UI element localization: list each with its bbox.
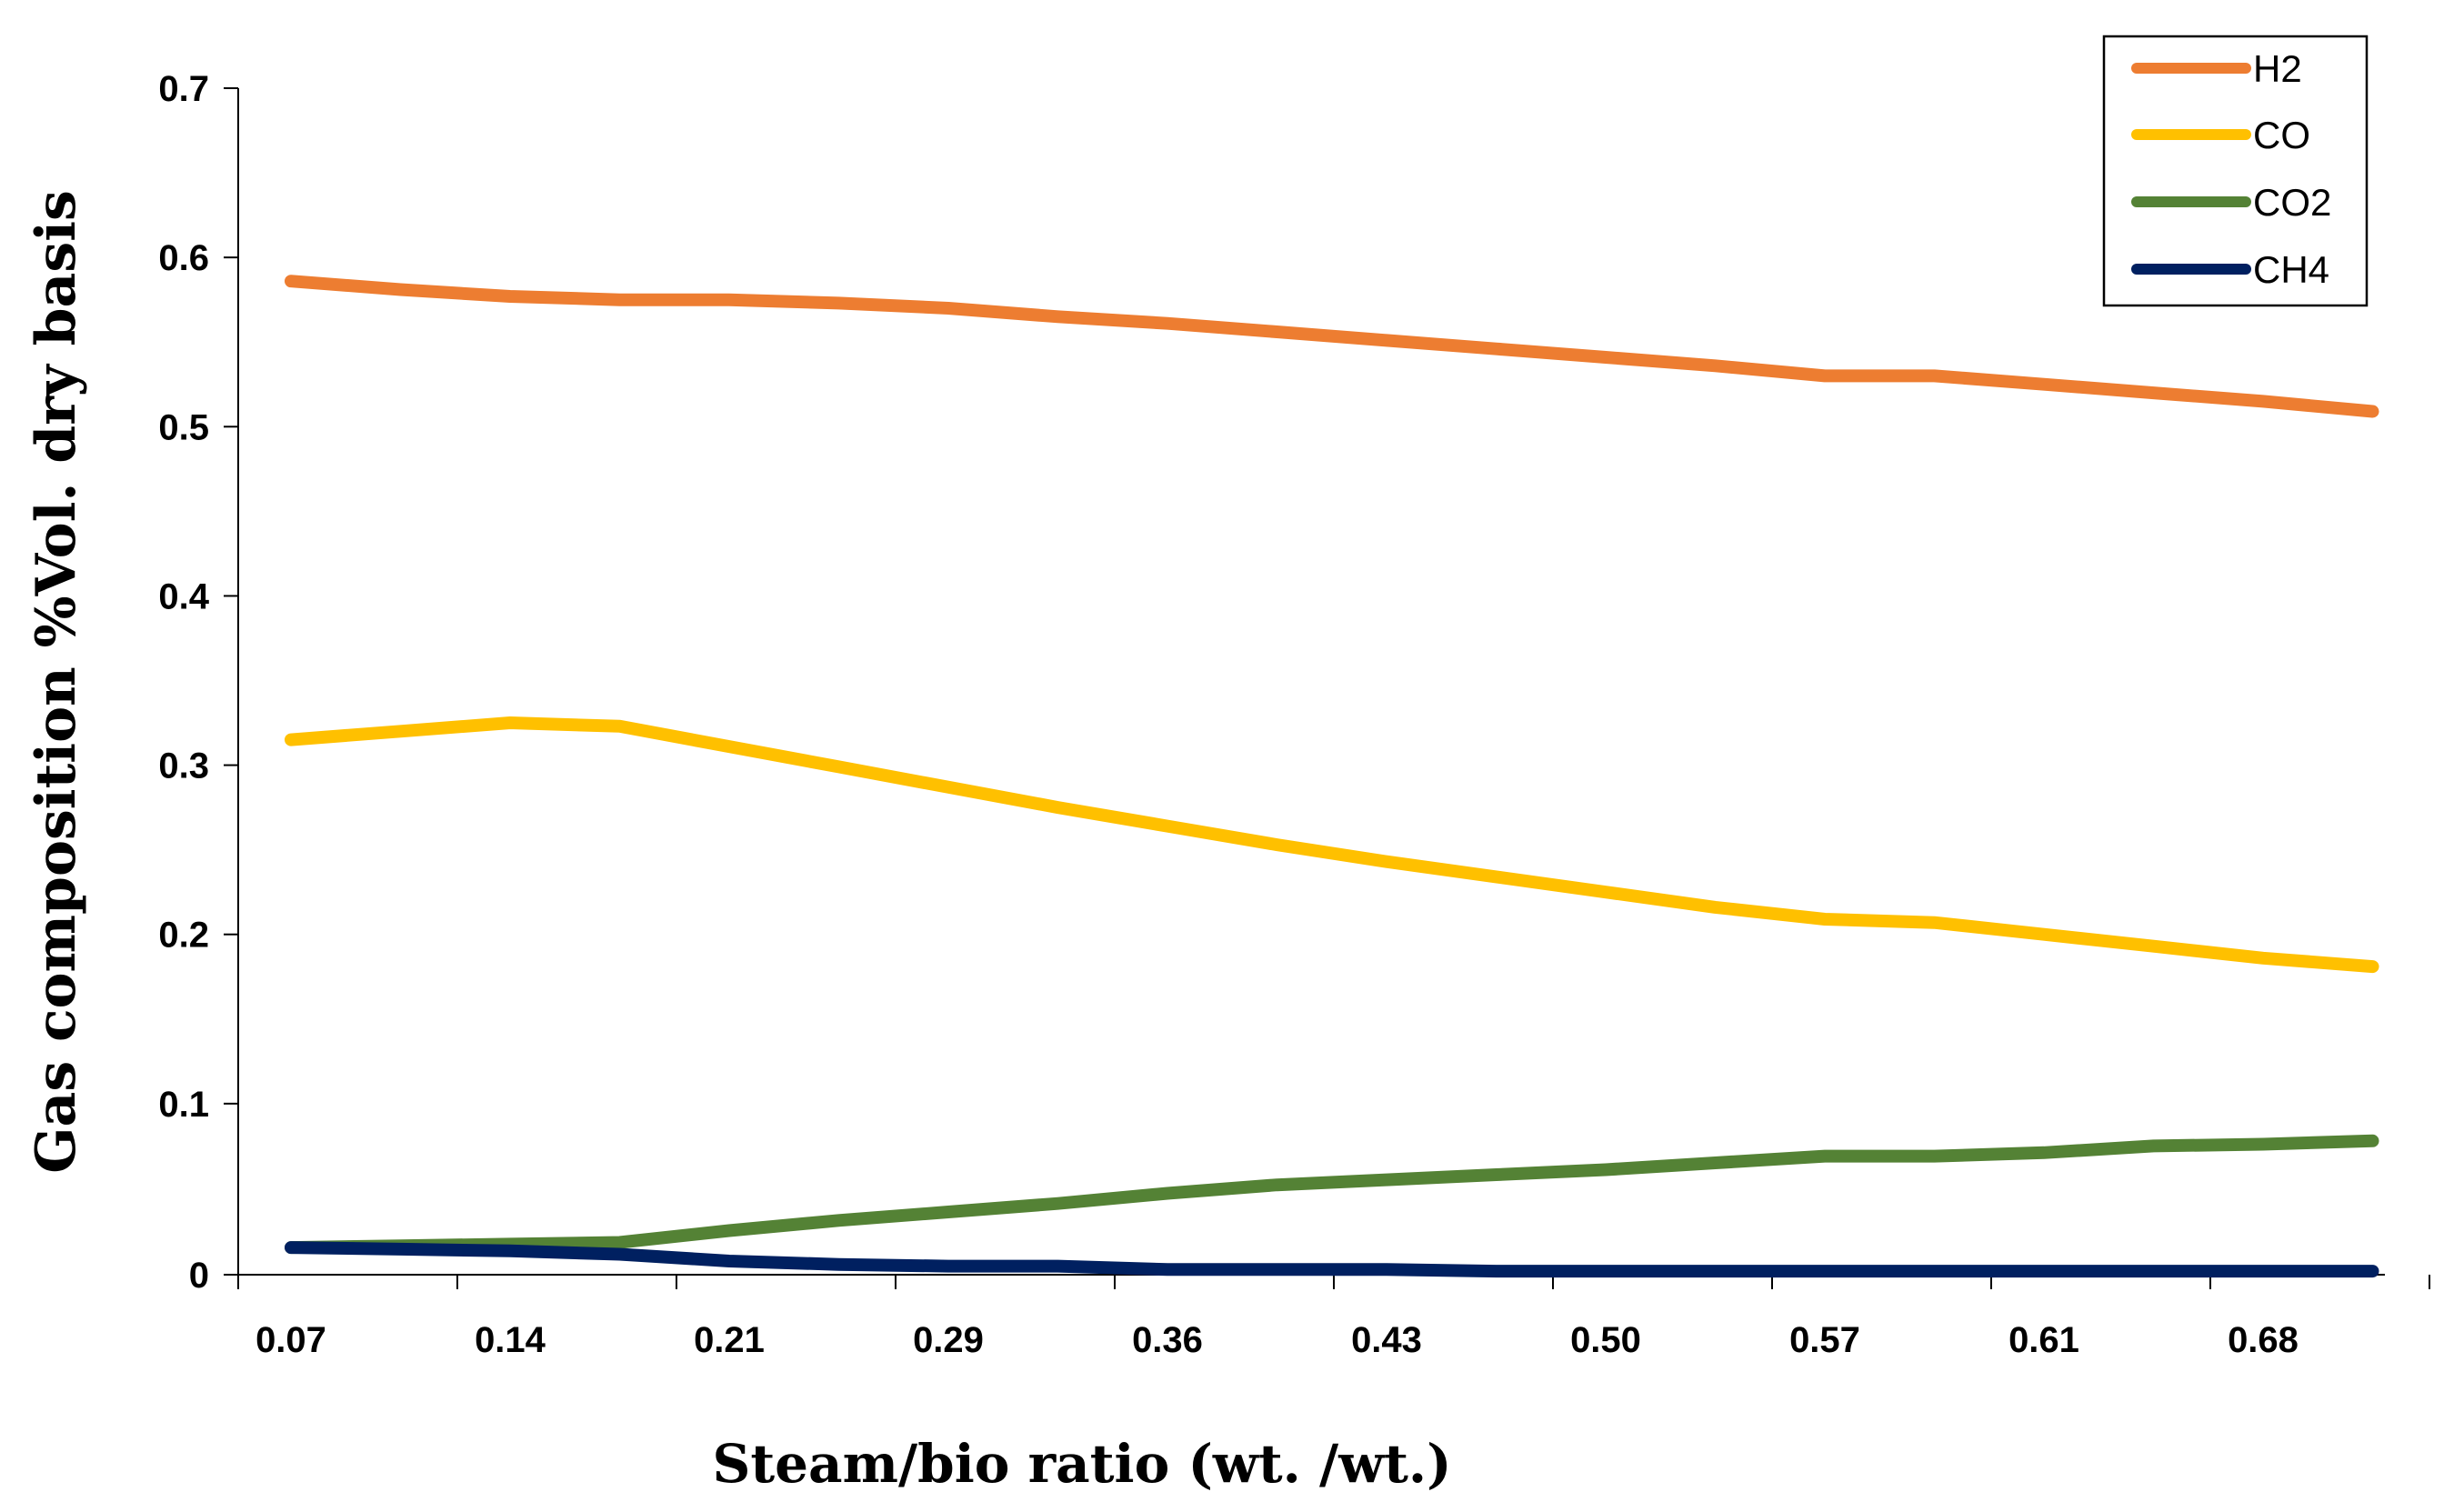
y-axis-ticks: 0 0.1 0.2 0.3 0.4 0.5 0.6 0.7 — [158, 69, 238, 1296]
y-axis-title: Gas composition %Vol. dry basis — [25, 190, 88, 1174]
y-tick-label: 0.5 — [158, 407, 209, 447]
legend-label-ch4: CH4 — [2253, 248, 2329, 291]
x-tick-label: 0.61 — [2008, 1320, 2079, 1360]
y-tick-label: 0.4 — [158, 576, 209, 616]
x-axis-ticks: 0.07 0.14 0.21 0.29 0.36 0.43 0.50 0.57 0.61 0.68 — [237, 1275, 2430, 1360]
y-tick-label: 0.3 — [158, 746, 209, 786]
legend-box — [2102, 35, 2369, 307]
y-tick-label: 0.1 — [158, 1085, 209, 1125]
x-tick-label: 0.21 — [694, 1320, 765, 1360]
series-line-co — [285, 716, 2379, 974]
chart-axes — [237, 88, 2385, 1276]
x-tick-label: 0.50 — [1570, 1320, 1641, 1360]
x-tick-label: 0.07 — [255, 1320, 326, 1360]
series-line-ch4 — [285, 1241, 2379, 1278]
x-axis-title: Steam/bio ratio (wt. /wt.) — [712, 1433, 1451, 1495]
y-tick-label: 0.7 — [158, 69, 209, 109]
legend-label-co: CO — [2253, 114, 2310, 156]
legend-label-co2: CO2 — [2253, 181, 2331, 224]
x-tick-label: 0.68 — [2228, 1320, 2299, 1360]
legend-label-h2: H2 — [2253, 47, 2302, 90]
x-tick-label: 0.57 — [1789, 1320, 1860, 1360]
series-line-co2 — [285, 1134, 2379, 1255]
y-tick-label: 0 — [189, 1256, 209, 1296]
y-tick-label: 0.2 — [158, 916, 209, 956]
legend: H2 CO CO2 CH4 — [2102, 35, 2369, 307]
x-tick-label: 0.43 — [1351, 1320, 1422, 1360]
series-layer — [285, 275, 2379, 1278]
x-tick-label: 0.14 — [475, 1320, 546, 1360]
series-line-h2 — [285, 275, 2379, 418]
x-tick-label: 0.36 — [1132, 1320, 1203, 1360]
y-tick-label: 0.6 — [158, 238, 209, 278]
x-tick-label: 0.29 — [913, 1320, 984, 1360]
